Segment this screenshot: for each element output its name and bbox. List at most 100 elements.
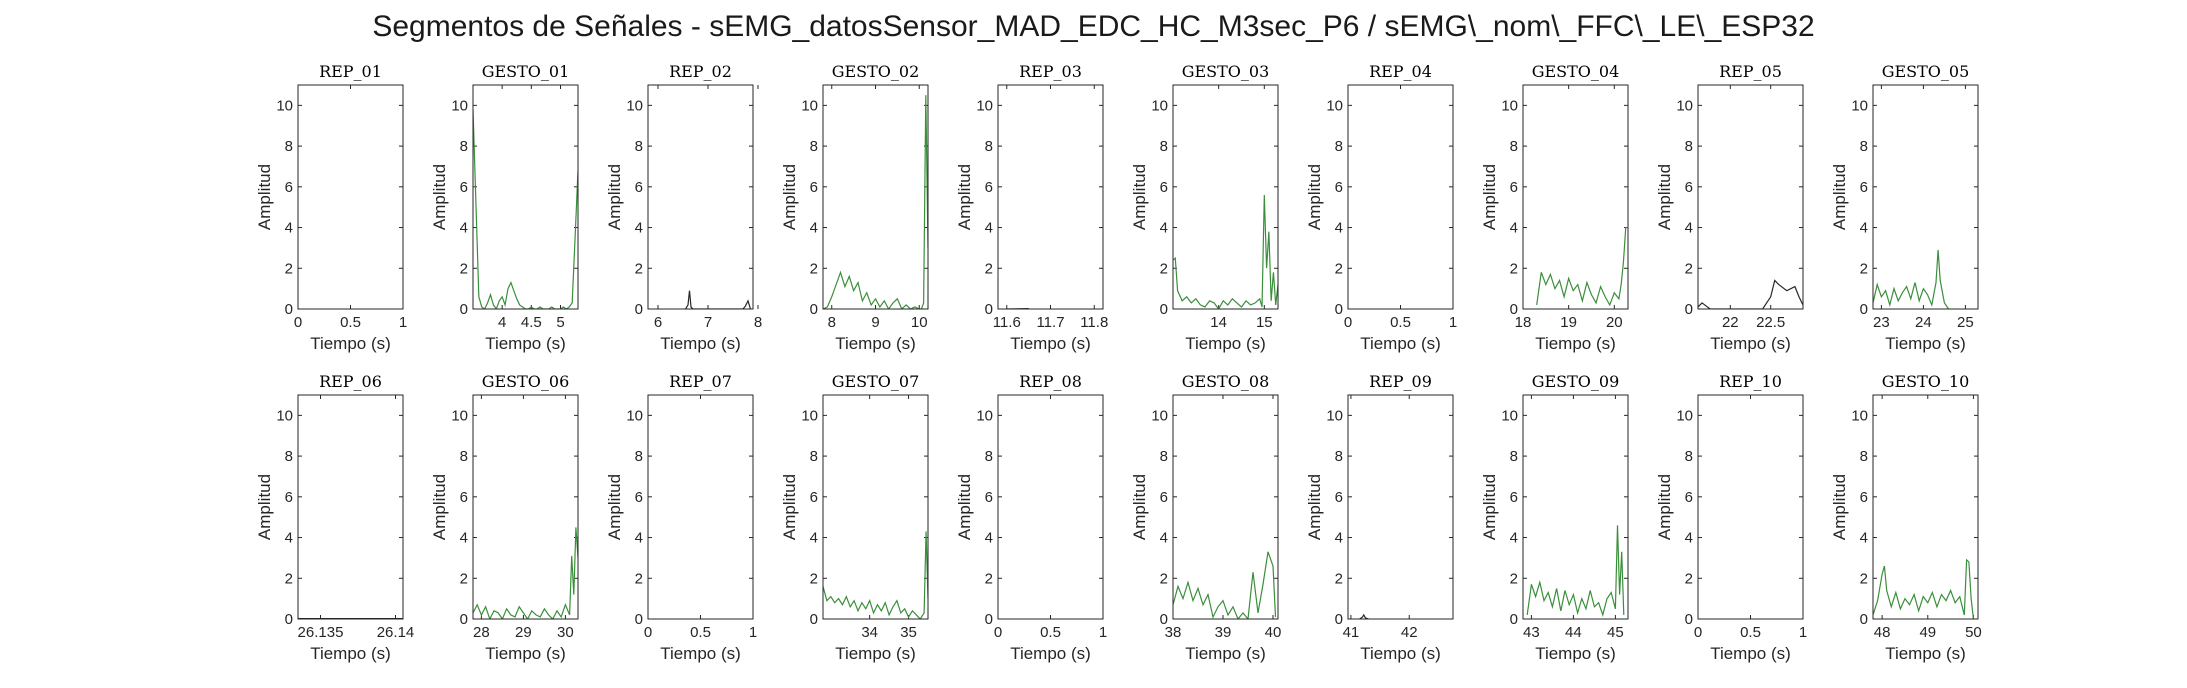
y-tick-label: 2 [1685, 260, 1693, 277]
y-tick-label: 0 [460, 611, 468, 628]
y-tick-label: 8 [810, 448, 818, 465]
panel-rep-09: REP_09 0 2 4 6 8 10 41 42 Tiempo (s) Amplitud [1305, 372, 1454, 663]
y-tick-label: 8 [460, 138, 468, 155]
y-axis-label: Amplitud [1130, 474, 1149, 540]
x-axis-label: Tiempo (s) [485, 644, 566, 663]
signal-line-gesto-08 [1173, 551, 1277, 619]
panel-title: REP_01 [319, 62, 382, 81]
y-axis-label: Amplitud [430, 474, 449, 540]
x-axis-label: Tiempo (s) [1010, 334, 1091, 353]
panel-title: REP_10 [1719, 372, 1782, 391]
x-axis-label: Tiempo (s) [835, 334, 916, 353]
y-tick-label: 8 [1335, 448, 1343, 465]
y-axis-label: Amplitud [955, 474, 974, 540]
y-tick-label: 6 [285, 489, 293, 506]
axes-box [472, 84, 579, 310]
y-tick-label: 4 [1510, 530, 1518, 547]
axes-box [647, 84, 754, 310]
y-axis-label: Amplitud [1480, 474, 1499, 540]
y-tick-label: 8 [1860, 448, 1868, 465]
y-tick-label: 8 [460, 448, 468, 465]
y-tick-label: 0 [1685, 611, 1693, 628]
axes-box [822, 394, 929, 620]
y-tick-label: 0 [1860, 301, 1868, 318]
x-tick-label: 1 [1449, 314, 1457, 331]
x-axis-label: Tiempo (s) [485, 334, 566, 353]
x-tick-label: 49 [1919, 624, 1936, 641]
y-tick-label: 2 [810, 260, 818, 277]
y-tick-label: 6 [1160, 489, 1168, 506]
y-tick-label: 4 [635, 530, 643, 547]
panel-gesto-02: GESTO_02 0 2 4 6 8 10 8 9 10 Tiempo (s) Amplitud [780, 62, 929, 353]
x-tick-label: 29 [515, 624, 532, 641]
signal-line-gesto-09 [1526, 525, 1625, 618]
y-tick-label: 0 [285, 301, 293, 318]
y-tick-label: 6 [1160, 179, 1168, 196]
x-axis-label: Tiempo (s) [1185, 334, 1266, 353]
y-tick-label: 0 [1510, 611, 1518, 628]
x-tick-label: 0 [644, 624, 652, 641]
x-tick-label: 0.5 [690, 624, 711, 641]
x-axis-label: Tiempo (s) [660, 334, 741, 353]
y-tick-label: 0 [1160, 301, 1168, 318]
x-tick-label: 15 [1256, 314, 1273, 331]
x-tick-label: 40 [1265, 624, 1282, 641]
y-tick-label: 8 [985, 448, 993, 465]
y-tick-label: 2 [1510, 260, 1518, 277]
y-tick-label: 10 [1501, 97, 1518, 114]
signal-line-gesto-06 [473, 527, 578, 619]
figure-title: Segmentos de Señales - sEMG_datosSensor_… [372, 10, 1815, 43]
y-tick-label: 4 [1860, 530, 1868, 547]
x-tick-label: 28 [473, 624, 490, 641]
y-tick-label: 6 [810, 489, 818, 506]
x-tick-label: 8 [754, 314, 762, 331]
y-tick-label: 0 [810, 611, 818, 628]
axes-box [1172, 84, 1279, 310]
y-tick-label: 0 [985, 301, 993, 318]
y-axis-label: Amplitud [605, 164, 624, 230]
panel-rep-08: REP_08 0 2 4 6 8 10 0 0.5 1 Tiempo (s) Amplitud [955, 372, 1107, 663]
y-tick-label: 6 [1860, 179, 1868, 196]
x-tick-label: 23 [1873, 314, 1890, 331]
panel-gesto-10: GESTO_10 0 2 4 6 8 10 48 49 50 Tiempo (s) Amplitud [1830, 372, 1982, 663]
x-tick-label: 18 [1515, 314, 1532, 331]
y-tick-label: 4 [1335, 530, 1343, 547]
panel-title: GESTO_10 [1882, 372, 1970, 391]
y-tick-label: 4 [460, 220, 468, 237]
x-tick-label: 50 [1965, 624, 1982, 641]
x-tick-label: 9 [871, 314, 879, 331]
y-tick-label: 10 [1151, 407, 1168, 424]
y-tick-label: 0 [635, 301, 643, 318]
x-tick-label: 34 [861, 624, 878, 641]
panel-rep-06: REP_06 0 2 4 6 8 10 26.135 26.14 Tiempo (s) Amplit… [255, 372, 414, 663]
panel-gesto-07: GESTO_07 0 2 4 6 8 10 34 35 Tiempo (s) Amplitud [780, 372, 929, 663]
x-tick-label: 0.5 [340, 314, 361, 331]
x-tick-label: 22.5 [1756, 314, 1785, 331]
x-tick-label: 43 [1523, 624, 1540, 641]
axes-box [1872, 394, 1979, 620]
y-axis-label: Amplitud [430, 164, 449, 230]
y-tick-label: 4 [810, 530, 818, 547]
x-axis-label: Tiempo (s) [1535, 334, 1616, 353]
panel-gesto-04: GESTO_04 0 2 4 6 8 10 18 19 20 Tiempo (s) Amplitud [1480, 62, 1629, 353]
y-tick-label: 8 [1335, 138, 1343, 155]
x-tick-label: 10 [911, 314, 928, 331]
x-tick-label: 14 [1210, 314, 1227, 331]
axes-box [1697, 394, 1804, 620]
x-tick-label: 4 [498, 314, 506, 331]
y-tick-label: 6 [460, 489, 468, 506]
axes-box [1522, 394, 1629, 620]
x-tick-label: 44 [1565, 624, 1582, 641]
x-tick-label: 0.5 [1740, 624, 1761, 641]
y-axis-label: Amplitud [780, 474, 799, 540]
y-tick-label: 2 [985, 570, 993, 587]
x-tick-label: 1 [749, 624, 757, 641]
x-axis-label: Tiempo (s) [1710, 334, 1791, 353]
panel-gesto-06: GESTO_06 0 2 4 6 8 10 28 29 30 Tiempo (s) Amplitud [430, 372, 579, 663]
y-tick-label: 2 [460, 260, 468, 277]
x-tick-label: 24 [1915, 314, 1932, 331]
panel-title: GESTO_02 [832, 62, 920, 81]
y-tick-label: 6 [460, 179, 468, 196]
y-axis-label: Amplitud [1830, 474, 1849, 540]
